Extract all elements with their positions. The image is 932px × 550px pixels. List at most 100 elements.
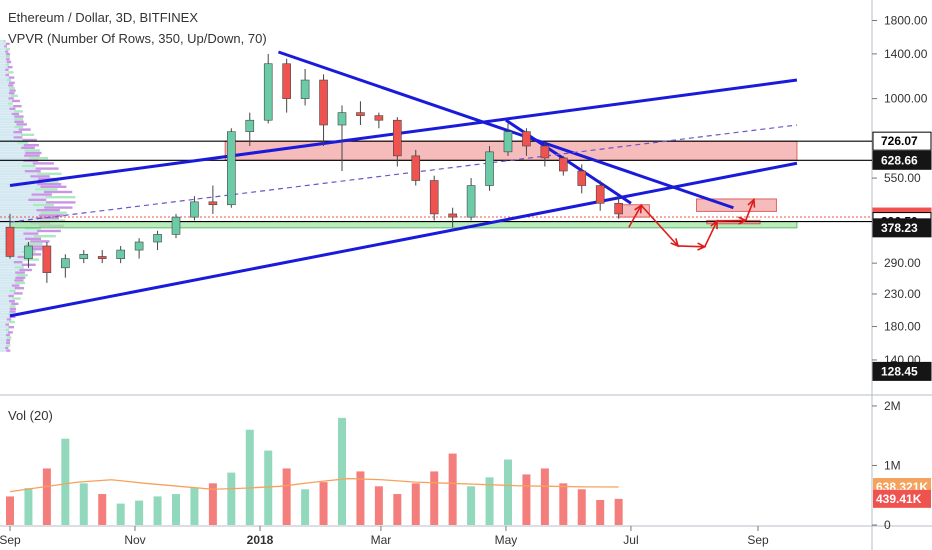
candle	[5, 213, 15, 259]
vpvr-bar-base	[0, 53, 7, 56]
candle	[540, 142, 550, 167]
vpvr-bar-split	[15, 271, 25, 274]
candle	[97, 250, 107, 264]
candle-body	[227, 131, 236, 206]
time-tick-label: Jul	[623, 533, 638, 547]
vpvr-bar-split	[25, 237, 42, 240]
candle	[263, 53, 273, 124]
time-tick-label: Mar	[371, 533, 392, 547]
vpvr-bar-split	[13, 136, 23, 139]
vpvr-bar-split	[12, 99, 20, 103]
vpvr-bar-base	[0, 313, 9, 316]
volume-bar	[6, 496, 14, 525]
vpvr-bar-base	[0, 328, 6, 331]
candle-body	[153, 234, 162, 243]
candle	[374, 112, 384, 129]
volume-bar	[208, 483, 217, 525]
price-tick-label: 1400.00	[884, 47, 928, 61]
vpvr-bar-base	[0, 162, 33, 165]
candle-body	[134, 241, 144, 251]
candle	[559, 155, 568, 176]
vpvr-bar-split	[40, 211, 67, 214]
candle-body	[245, 119, 255, 132]
vpvr-bar-base	[0, 258, 24, 261]
vpvr-bar-split	[13, 110, 23, 113]
vpvr-bar-base	[0, 58, 6, 61]
vpvr-bar-split	[22, 138, 37, 142]
candle-body	[485, 151, 494, 186]
vpvr-bar-split	[36, 209, 60, 212]
vpvr-bar-split	[9, 300, 15, 303]
volume-bar	[503, 459, 512, 525]
vpvr-bar-base	[0, 193, 32, 196]
volume-bar	[319, 482, 328, 525]
candle	[522, 128, 531, 156]
candle	[171, 213, 181, 239]
vpvr-bar-base	[0, 175, 31, 178]
vpvr-bar-base	[0, 326, 9, 329]
vpvr-bar-base	[0, 42, 6, 45]
projection-segment	[744, 199, 755, 221]
volume-title: Vol (20)	[8, 408, 53, 423]
vpvr-bar-split	[13, 131, 23, 134]
vpvr-bar-split	[45, 196, 76, 199]
volume-bar	[393, 494, 402, 525]
vpvr-bar-split	[6, 336, 12, 339]
vpvr-bar-base	[0, 120, 15, 123]
vpvr-bar-split	[17, 255, 29, 259]
vpvr-bar-base	[0, 112, 12, 116]
vpvr-bar-split	[5, 346, 9, 350]
volume-bar	[301, 489, 310, 525]
vpvr-bar-base	[0, 66, 8, 69]
vpvr-bar-base	[0, 81, 9, 84]
volume-badge-box	[873, 489, 931, 508]
vpvr-bar-split	[16, 274, 28, 277]
vpvr-bar-base	[0, 188, 36, 191]
vpvr-bar-split	[14, 287, 25, 290]
vpvr-bar-base	[0, 190, 44, 194]
vpvr-bar-split	[11, 284, 20, 287]
vpvr-bar-split	[28, 198, 47, 201]
candle-body	[614, 202, 623, 215]
projection-segment	[716, 219, 746, 222]
vpvr-bar-split	[5, 50, 9, 53]
vpvr-bar-base	[0, 164, 22, 168]
vpvr-bar-base	[0, 55, 6, 58]
vpvr-bar-base	[0, 276, 16, 279]
candle-body	[559, 157, 568, 172]
volume-bar	[522, 474, 531, 525]
candle	[466, 178, 476, 221]
vpvr-bar-split	[38, 214, 64, 217]
vpvr-bar-split	[21, 146, 35, 149]
volume-bar	[24, 488, 33, 525]
vpvr-bar-base	[0, 99, 13, 103]
projection-segment	[628, 204, 642, 228]
candle	[134, 238, 144, 259]
volume-bar	[467, 486, 476, 525]
candle-body	[263, 63, 273, 121]
symbol-title: Ethereum / Dollar, 3D, BITFINEX	[8, 10, 199, 25]
candle	[429, 175, 439, 221]
zone-target-1	[618, 204, 650, 218]
candle	[116, 245, 125, 264]
volume-bar	[337, 417, 346, 525]
vpvr-bar-split	[43, 190, 73, 194]
candle	[300, 68, 310, 106]
price-badge-label: 726.07	[881, 134, 918, 148]
volume-badge-label: 439.41K	[876, 492, 922, 506]
vpvr-bar-split	[9, 107, 16, 110]
vpvr-bar-base	[0, 71, 9, 74]
vpvr-bar-split	[16, 123, 27, 126]
volume-bar	[540, 468, 549, 525]
volume-bar	[356, 471, 365, 525]
volume-ma-line	[9, 477, 619, 493]
vpvr-bar-base	[0, 339, 7, 342]
vpvr-bar-base	[0, 45, 5, 48]
vpvr-bar-base	[0, 79, 7, 82]
vpvr-bar-base	[0, 201, 46, 204]
vpvr-bar-split	[14, 279, 24, 282]
vpvr-bar-split	[32, 203, 54, 207]
vpvr-bar-split	[4, 45, 7, 48]
vpvr-bar-base	[0, 76, 9, 79]
